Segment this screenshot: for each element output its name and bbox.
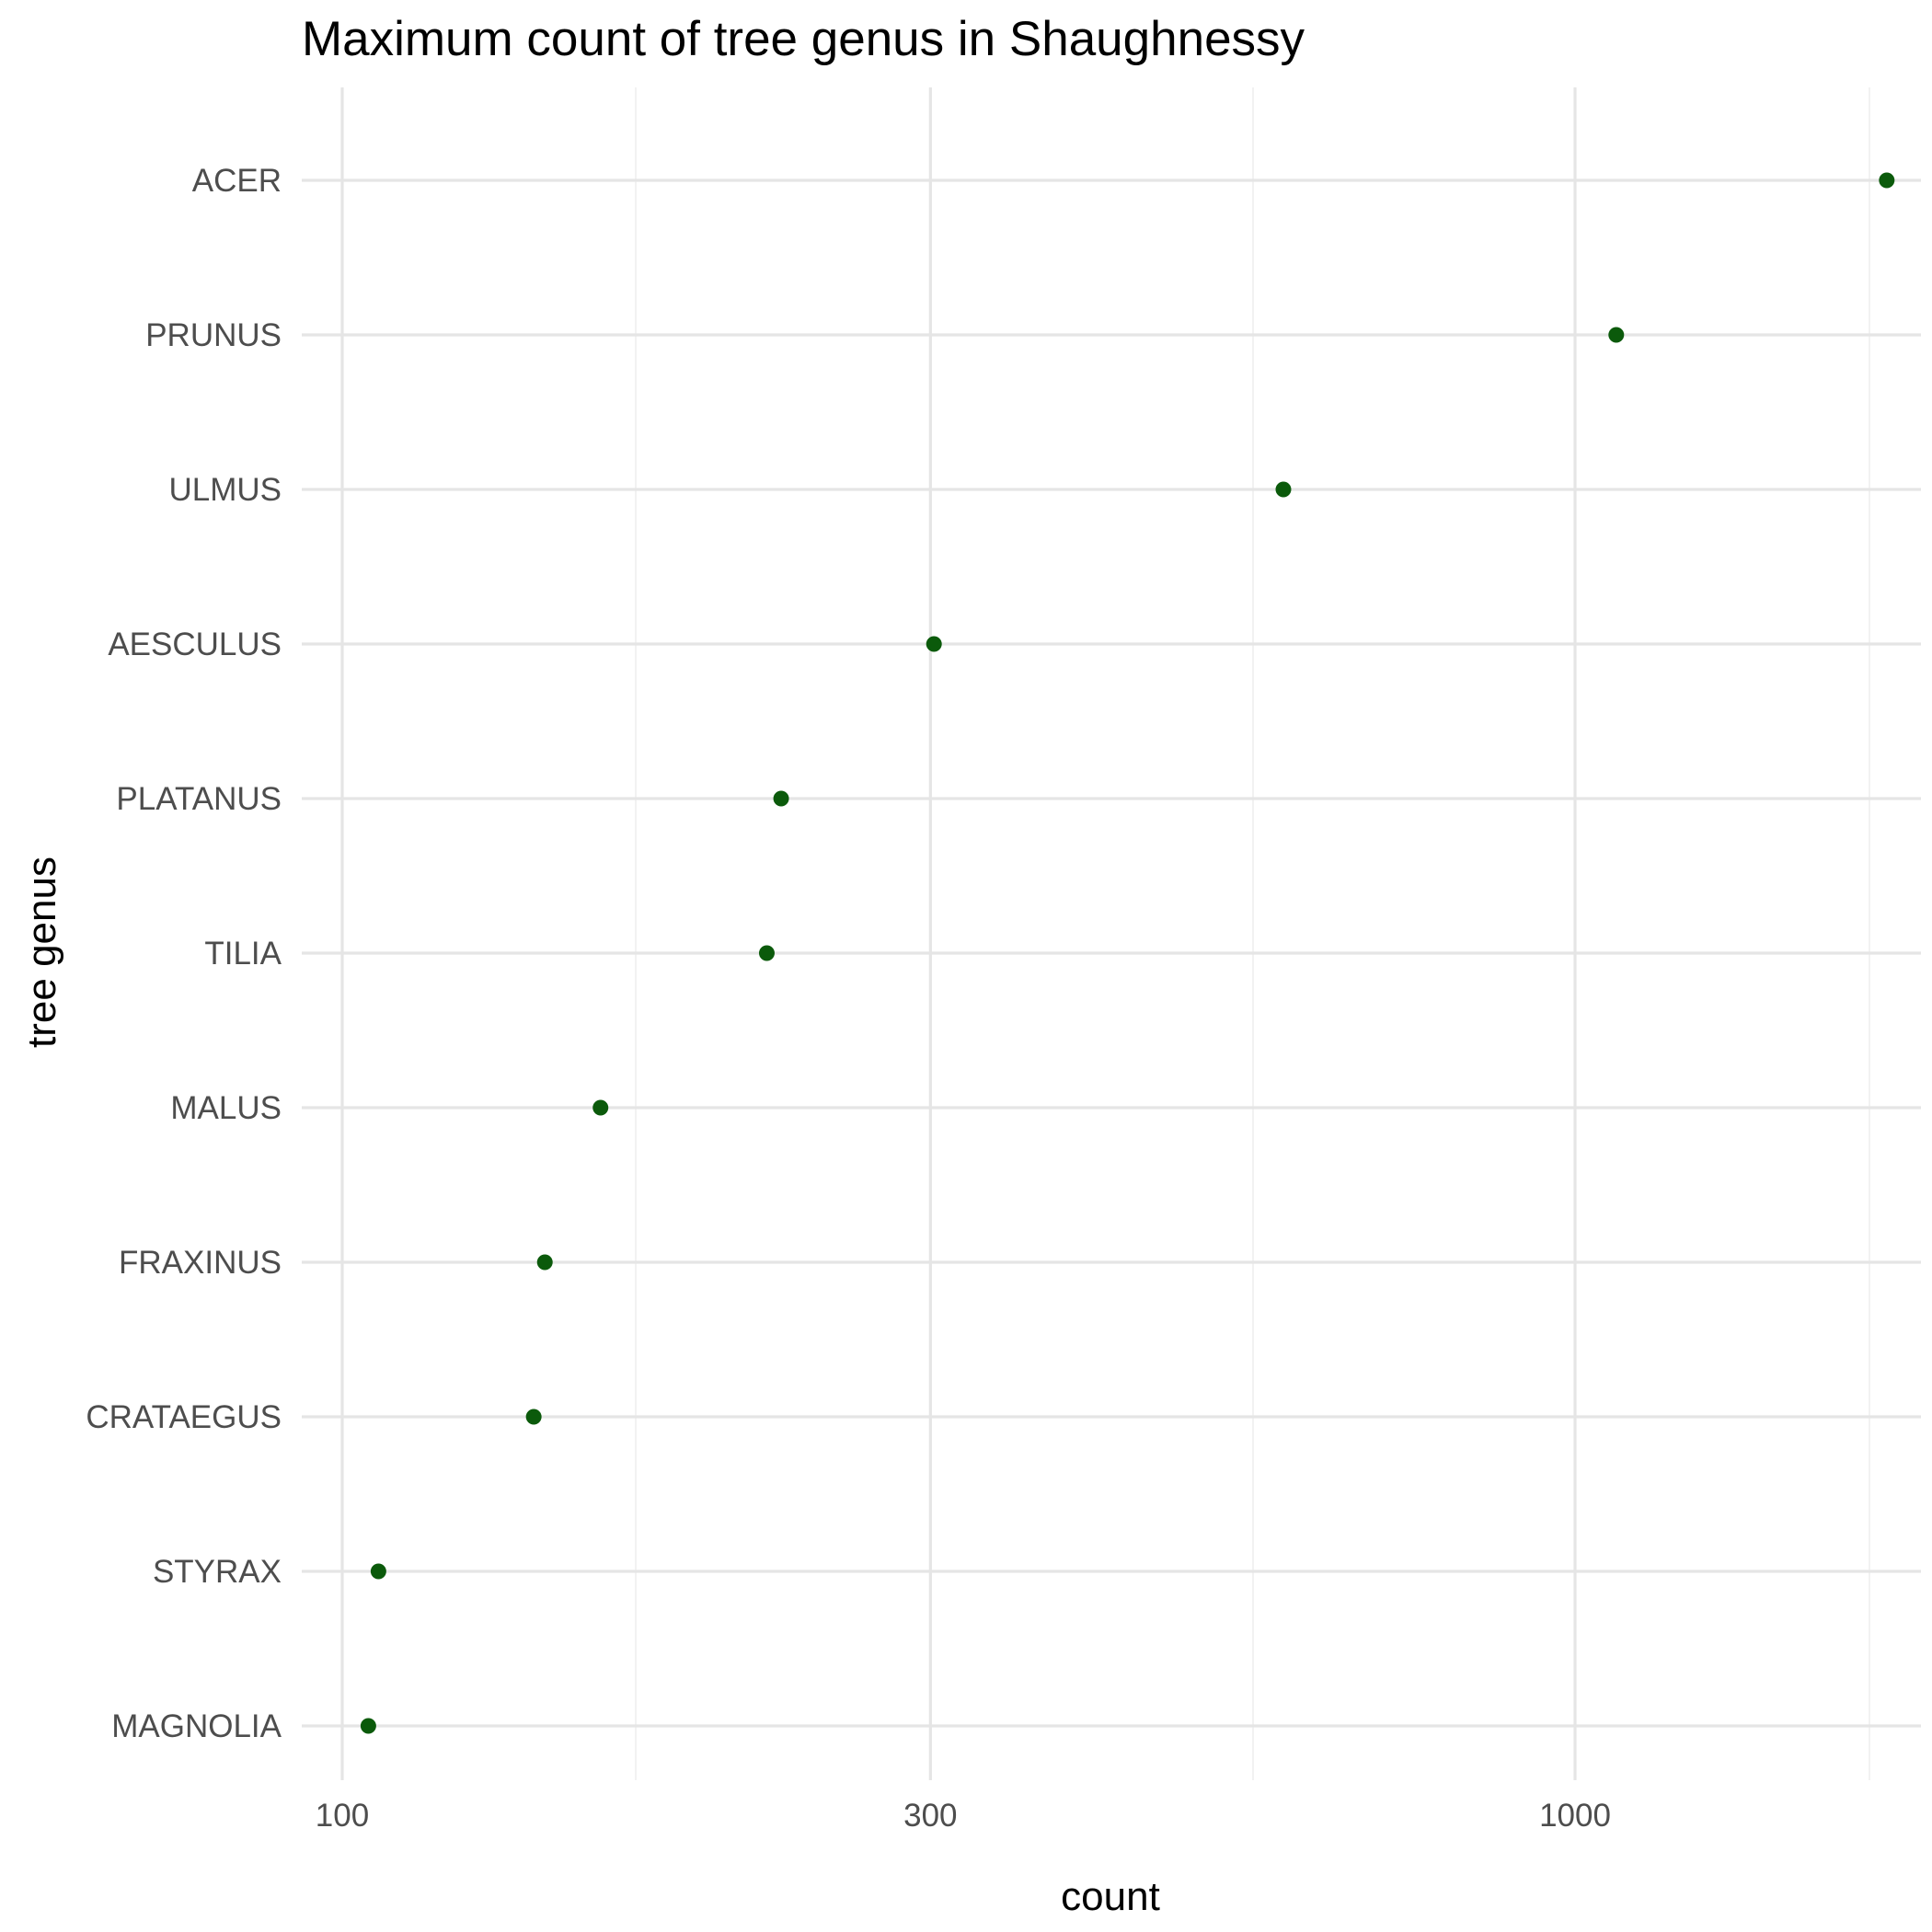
- y-tick-label-crataegus: CRATAEGUS: [86, 1399, 282, 1435]
- y-tick-label-ulmus: ULMUS: [168, 472, 282, 508]
- y-tick-label-platanus: PLATANUS: [116, 781, 282, 817]
- y-tick-label-fraxinus: FRAXINUS: [119, 1245, 282, 1281]
- gridlines: [302, 87, 1921, 1780]
- point-platanus: [773, 790, 789, 807]
- y-tick-label-styrax: STYRAX: [153, 1554, 282, 1590]
- x-tick-label-1000: 1000: [1539, 1798, 1611, 1834]
- y-tick-label-aesculus: AESCULUS: [108, 627, 282, 662]
- y-tick-label-magnolia: MAGNOLIA: [111, 1708, 282, 1744]
- y-axis-title: tree genus: [19, 857, 64, 1048]
- x-axis-title: count: [1061, 1874, 1160, 1919]
- point-magnolia: [360, 1718, 376, 1734]
- y-tick-label-malus: MALUS: [170, 1090, 282, 1126]
- chart-title: Maximum count of tree genus in Shaughnes…: [302, 12, 1305, 66]
- point-acer: [1879, 172, 1895, 189]
- point-crataegus: [525, 1409, 542, 1425]
- y-tick-labels: ACER PRUNUS ULMUS AESCULUS PLATANUS TILIA MALU…: [86, 163, 282, 1744]
- point-fraxinus: [536, 1254, 553, 1271]
- data-points: [360, 172, 1895, 1734]
- point-prunus: [1608, 327, 1625, 343]
- point-aesculus: [926, 636, 942, 652]
- point-tilia: [758, 945, 775, 961]
- x-tick-labels: 100 300 1000: [316, 1798, 1611, 1834]
- x-tick-label-300: 300: [903, 1798, 957, 1834]
- point-ulmus: [1275, 481, 1292, 498]
- x-tick-label-100: 100: [316, 1798, 369, 1834]
- y-tick-label-acer: ACER: [192, 163, 282, 199]
- point-malus: [592, 1099, 609, 1116]
- y-tick-label-prunus: PRUNUS: [145, 317, 282, 353]
- y-tick-label-tilia: TILIA: [204, 936, 282, 972]
- point-styrax: [370, 1563, 386, 1580]
